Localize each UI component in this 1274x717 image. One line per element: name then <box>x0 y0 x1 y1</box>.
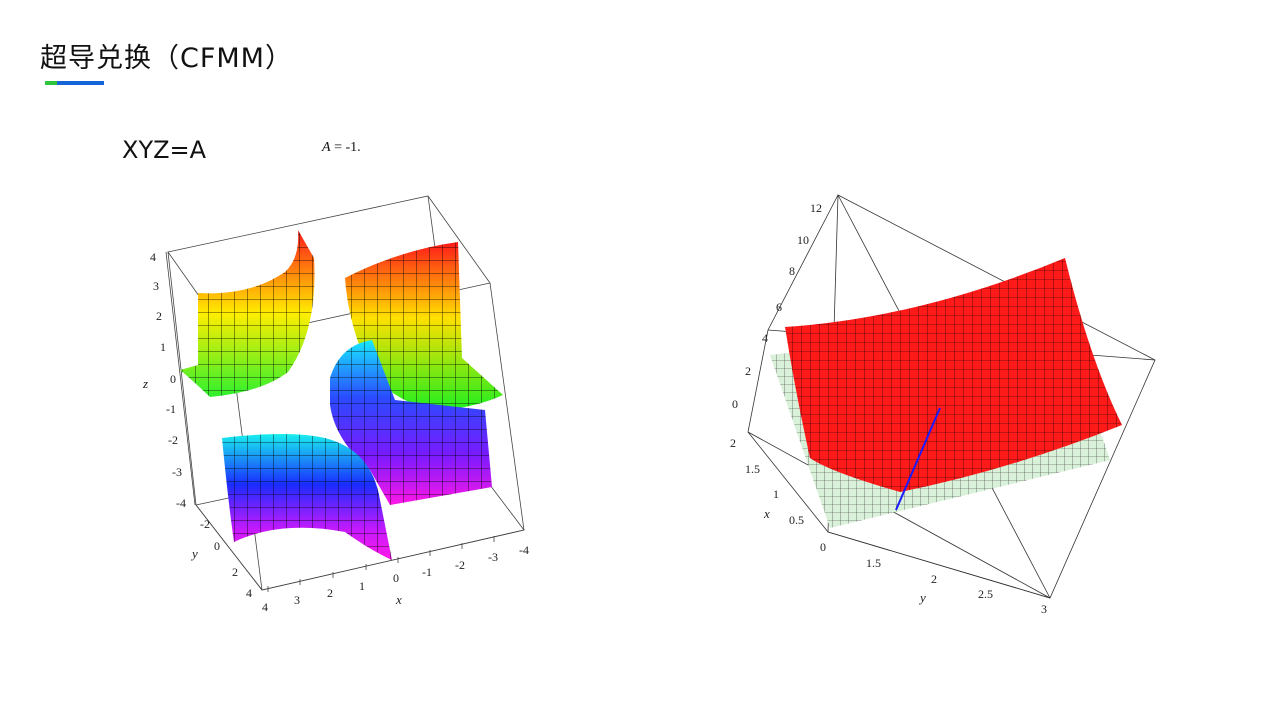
left-surface-top-right <box>345 242 503 410</box>
left-z-tick: -3 <box>172 465 182 479</box>
left-z-tick: 0 <box>170 372 176 386</box>
right-x-axis: 2 1.5 1 0.5 0 x <box>730 436 826 554</box>
right-z-axis: 12 10 8 6 4 2 0 <box>732 201 822 411</box>
right-blue-line <box>895 407 941 511</box>
right-y-tick: 1.5 <box>866 556 881 570</box>
left-y-axis: -2 0 2 4 y <box>190 504 263 600</box>
left-x-tick: 3 <box>294 593 300 607</box>
left-tick-marks <box>267 536 495 592</box>
left-z-tick: -1 <box>166 402 176 416</box>
right-x-label: x <box>763 506 770 521</box>
left-surface-bottom-left <box>222 434 392 560</box>
left-y-tick: 0 <box>214 539 220 553</box>
right-z-tick: 6 <box>776 300 782 314</box>
parameter-value: A = -1. <box>322 140 361 156</box>
left-y-tick: 4 <box>246 586 252 600</box>
left-y-tick: -2 <box>200 517 210 531</box>
left-y-label: y <box>190 546 198 561</box>
parameter-rest: = -1. <box>334 140 361 155</box>
right-y-axis: 1.5 2 2.5 3 y <box>827 531 1051 616</box>
left-x-tick: -2 <box>455 558 465 572</box>
left-z-tick: 1 <box>160 340 166 354</box>
left-x-tick: -4 <box>519 543 529 557</box>
left-x-tick: -3 <box>488 550 498 564</box>
right-curved-surface <box>785 258 1122 492</box>
right-z-tick: 10 <box>797 233 809 247</box>
left-surface-middle <box>330 340 492 505</box>
right-x-tick: 0 <box>820 540 826 554</box>
right-z-tick: 0 <box>732 397 738 411</box>
right-x-tick: 1.5 <box>745 462 760 476</box>
left-x-tick: 2 <box>327 586 333 600</box>
left-z-tick: -4 <box>176 496 186 510</box>
left-z-tick: -2 <box>168 433 178 447</box>
left-x-tick: 4 <box>262 600 268 614</box>
right-y-tick: 2 <box>931 572 937 586</box>
left-x-tick: -1 <box>422 565 432 579</box>
title-accent-blue <box>57 81 104 85</box>
left-surface-top-left <box>180 230 315 397</box>
left-x-tick: 0 <box>393 571 399 585</box>
right-z-tick: 2 <box>745 364 751 378</box>
left-x-tick: 1 <box>359 579 365 593</box>
right-x-tick: 1 <box>773 487 779 501</box>
right-z-tick: 8 <box>789 264 795 278</box>
right-z-tick: 12 <box>810 201 822 215</box>
left-z-tick: 3 <box>153 279 159 293</box>
right-z-tick: 4 <box>762 331 768 345</box>
right-y-tick: 2.5 <box>978 587 993 601</box>
title-accent-green <box>45 81 57 85</box>
left-x-axis: 4 3 2 1 0 -1 -2 -3 -4 x <box>261 529 529 614</box>
left-x-label: x <box>395 592 402 607</box>
left-z-label: z <box>142 376 148 391</box>
equation-text: XYZ=A <box>122 136 207 164</box>
right-x-tick: 2 <box>730 436 736 450</box>
left-y-tick: 2 <box>232 565 238 579</box>
left-z-axis: 4 3 2 1 0 -1 -2 -3 -4 z <box>142 250 196 510</box>
right-y-tick: 3 <box>1041 602 1047 616</box>
right-y-label: y <box>918 590 926 605</box>
parameter-name: A <box>322 140 331 155</box>
left-z-tick: 2 <box>156 309 162 323</box>
left-z-tick: 4 <box>150 250 156 264</box>
slide-title: 超导兑换（CFMM） <box>40 43 293 74</box>
right-x-tick: 0.5 <box>789 513 804 527</box>
